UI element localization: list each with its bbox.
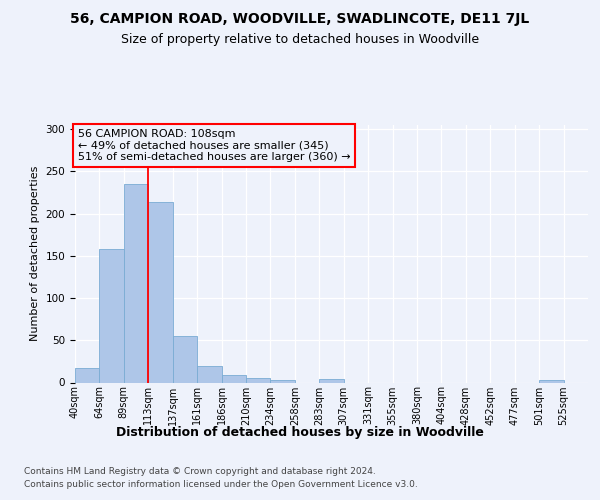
Bar (173, 336, 197, 382)
Y-axis label: Number of detached properties: Number of detached properties (30, 166, 40, 342)
Bar (246, 378, 271, 382)
Bar (148, 202, 173, 382)
Text: 56 CAMPION ROAD: 108sqm
← 49% of detached houses are smaller (345)
51% of semi-d: 56 CAMPION ROAD: 108sqm ← 49% of detache… (77, 129, 350, 162)
Text: Contains public sector information licensed under the Open Government Licence v3: Contains public sector information licen… (24, 480, 418, 489)
Text: 56, CAMPION ROAD, WOODVILLE, SWADLINCOTE, DE11 7JL: 56, CAMPION ROAD, WOODVILLE, SWADLINCOTE… (70, 12, 530, 26)
Bar (124, 184, 148, 382)
Text: Size of property relative to detached houses in Woodville: Size of property relative to detached ho… (121, 32, 479, 46)
Bar (197, 366, 221, 382)
Bar (319, 379, 344, 382)
Bar (271, 380, 295, 382)
Text: Distribution of detached houses by size in Woodville: Distribution of detached houses by size … (116, 426, 484, 439)
Bar (221, 375, 246, 382)
Bar (539, 380, 563, 382)
Text: Contains HM Land Registry data © Crown copyright and database right 2024.: Contains HM Land Registry data © Crown c… (24, 468, 376, 476)
Bar (100, 249, 124, 382)
Bar (75, 368, 100, 382)
